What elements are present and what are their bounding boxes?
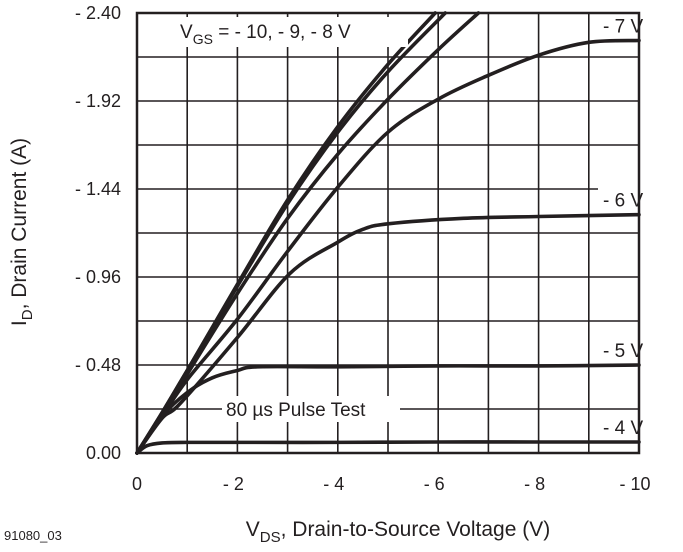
y-tick-label: - 0.48	[75, 355, 121, 375]
x-tick-label: - 4	[323, 474, 344, 494]
x-tick-label: 0	[132, 474, 142, 494]
curves	[135, 11, 641, 455]
series-label: - 7 V	[603, 17, 643, 38]
x-axis-label: VDS, Drain-to-Source Voltage (V)	[246, 518, 550, 546]
series-label: - 4 V	[603, 418, 643, 439]
series-line-vgs-5	[135, 363, 641, 455]
grid	[136, 12, 640, 454]
tick-labels: 0 - 2 - 4 - 6 - 8 - 10 0.00 - 0.48 - 0.96 - 1.44 -…	[75, 3, 651, 494]
annotation-bg	[222, 396, 400, 422]
series-label-bg	[598, 12, 638, 37]
series-label-bg	[598, 186, 638, 211]
pulse-test-annotation: 80 µs Pulse Test	[226, 400, 366, 421]
x-tick-label: - 8	[524, 474, 545, 494]
y-tick-label: - 1.44	[75, 179, 121, 199]
series-label: - 6 V	[603, 191, 643, 212]
x-tick-label: - 10	[619, 474, 650, 494]
y-axis-label: ID, Drain Current (A)	[8, 138, 36, 326]
series-labels: - 7 V - 6 V - 5 V - 4 V	[598, 12, 643, 439]
x-tick-label: - 2	[223, 474, 244, 494]
y-tick-label: 0.00	[86, 443, 121, 463]
series-label: - 5 V	[603, 341, 643, 362]
vgs-annotation: VGS = - 10, - 9, - 8 V	[180, 22, 351, 47]
series-line-vgs-6	[135, 212, 641, 455]
series-label-bg	[598, 337, 638, 361]
series-line-vgs-7	[135, 38, 641, 455]
y-tick-label: - 2.40	[75, 3, 121, 23]
x-tick-label: - 6	[424, 474, 445, 494]
y-tick-label: - 1.92	[75, 91, 121, 111]
series-line-vgs-4	[135, 440, 641, 455]
figure-id: 91080_03	[4, 528, 62, 543]
plot-frame	[135, 11, 641, 455]
series-label-bg	[598, 414, 638, 438]
annotation-bg	[168, 17, 408, 47]
y-tick-label: - 0.96	[75, 267, 121, 287]
annotations: VGS = - 10, - 9, - 8 V 80 µs Pulse Test	[168, 17, 408, 422]
